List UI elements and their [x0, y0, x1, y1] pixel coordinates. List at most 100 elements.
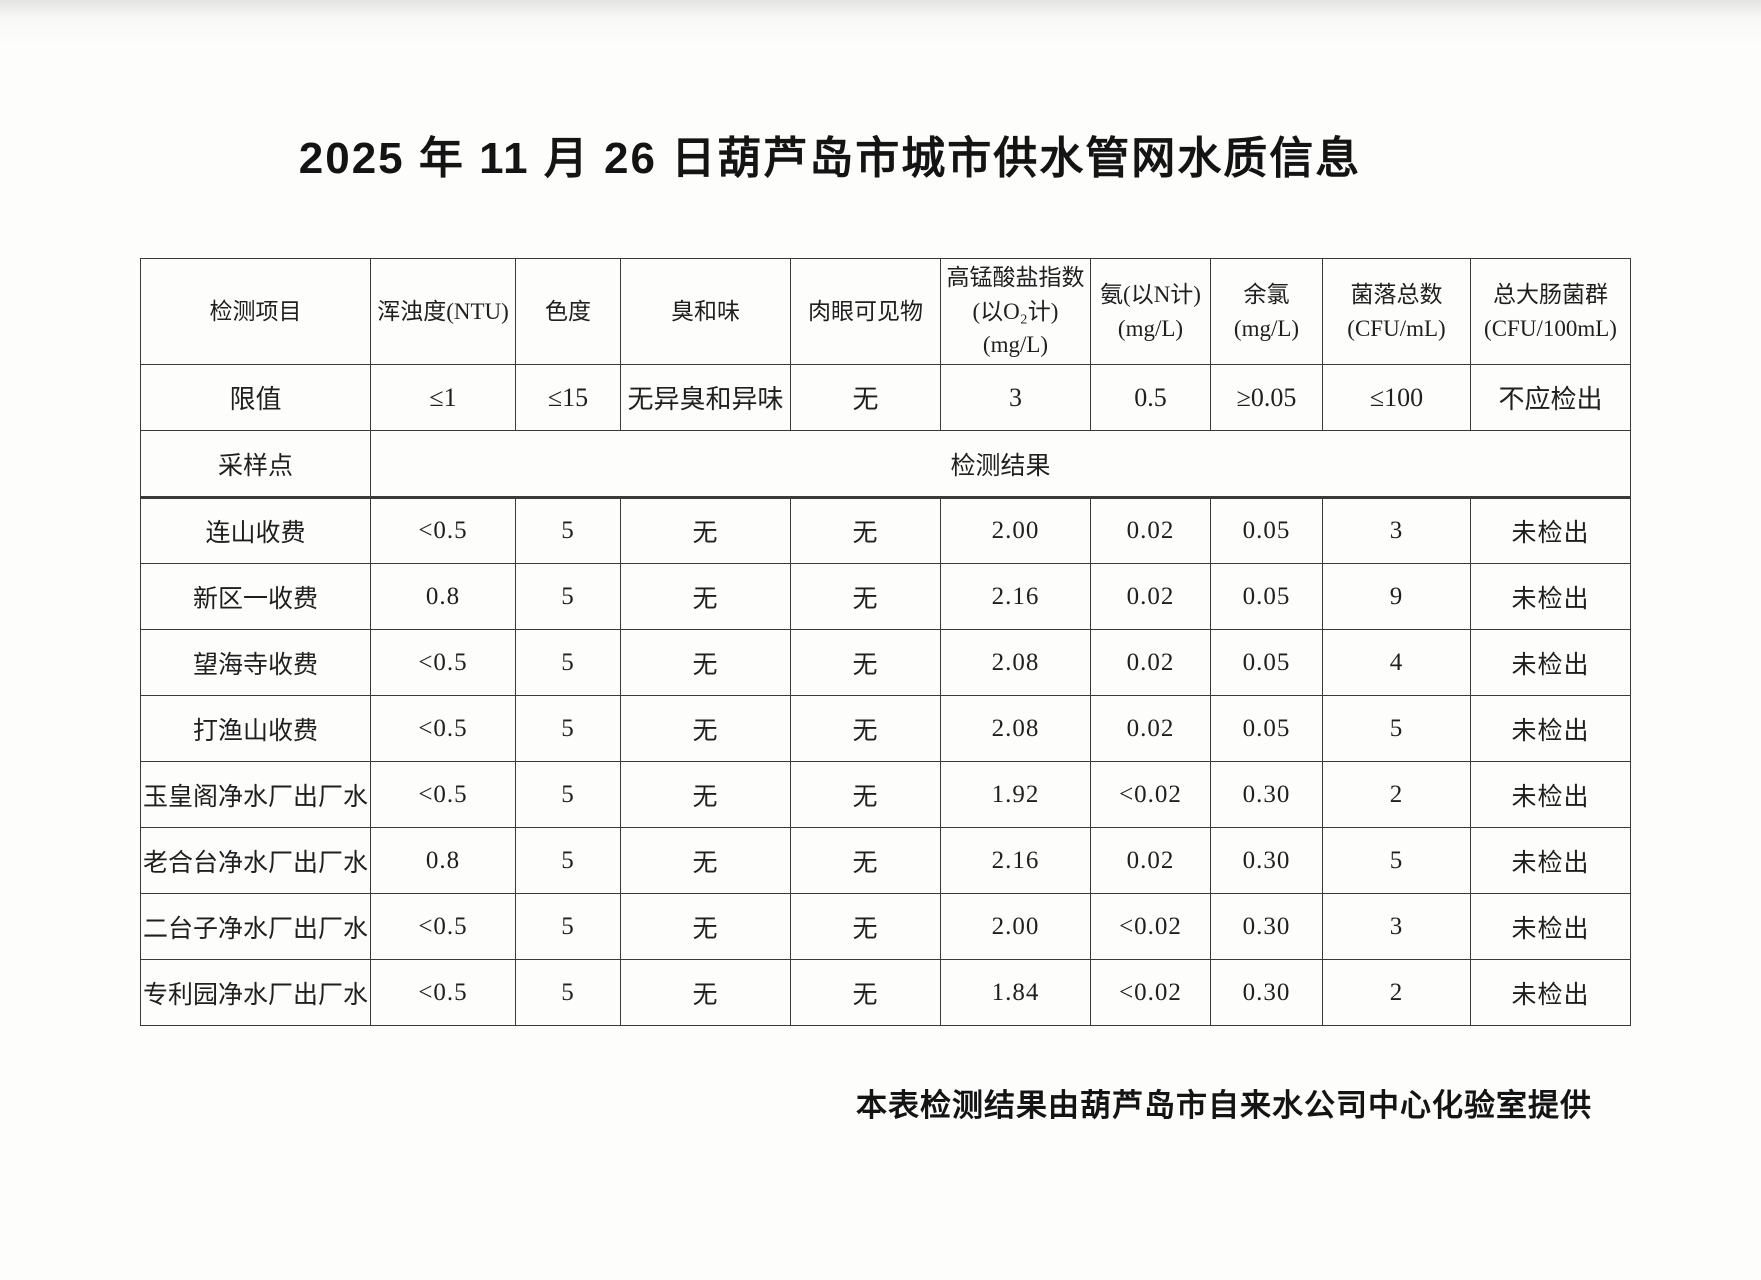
value-cell: 无	[790, 893, 941, 960]
value-cell: 无	[620, 827, 791, 894]
limit-value-cell: 0.5	[1090, 364, 1211, 431]
page-title: 2025 年 11 月 26 日葫芦岛市城市供水管网水质信息	[298, 134, 1362, 183]
results-span-cell: 检测结果	[370, 430, 1631, 499]
value-cell: <0.02	[1090, 959, 1211, 1026]
site-name-cell: 老合台净水厂出厂水	[140, 827, 371, 894]
value-cell: <0.5	[370, 695, 516, 762]
limit-row: 限值 ≤1 ≤15 无异臭和异味 无 3 0.5 ≥0.05 ≤100 不应检出	[140, 364, 1631, 431]
table-row: 玉皇阁净水厂出厂水 <0.5 5 无 无 1.92 <0.02 0.30 2 未…	[140, 761, 1631, 828]
value-cell: 2.08	[940, 695, 1091, 762]
value-cell: 1.92	[940, 761, 1091, 828]
value-cell: 未检出	[1470, 629, 1631, 696]
value-cell: 未检出	[1470, 959, 1631, 1026]
value-cell: 2	[1322, 959, 1471, 1026]
value-cell: 2.08	[940, 629, 1091, 696]
site-name-cell: 二台子净水厂出厂水	[140, 893, 371, 960]
value-cell: 未检出	[1470, 893, 1631, 960]
value-cell: 5	[1322, 827, 1471, 894]
value-cell: <0.5	[370, 497, 516, 564]
value-cell: 5	[1322, 695, 1471, 762]
value-cell: 5	[515, 629, 621, 696]
limit-value-cell: 3	[940, 364, 1091, 431]
header-col-cell: 总大肠菌群 (CFU/100mL)	[1470, 258, 1631, 365]
value-cell: 无	[790, 563, 941, 630]
value-cell: 0.8	[370, 827, 516, 894]
value-cell: 无	[620, 563, 791, 630]
value-cell: <0.5	[370, 959, 516, 1026]
value-cell: 无	[620, 959, 791, 1026]
value-cell: 未检出	[1470, 563, 1631, 630]
site-name-cell: 新区一收费	[140, 563, 371, 630]
site-name-cell: 打渔山收费	[140, 695, 371, 762]
table-row: 二台子净水厂出厂水 <0.5 5 无 无 2.00 <0.02 0.30 3 未…	[140, 893, 1631, 960]
header-col-cell: 高锰酸盐指数 (以O₂计) (mg/L)	[940, 258, 1091, 365]
value-cell: 0.05	[1210, 497, 1323, 564]
header-col-cell: 菌落总数 (CFU/mL)	[1322, 258, 1471, 365]
value-cell: 无	[790, 497, 941, 564]
value-cell: 无	[620, 761, 791, 828]
value-cell: <0.02	[1090, 761, 1211, 828]
value-cell: 无	[620, 695, 791, 762]
table-row: 望海寺收费 <0.5 5 无 无 2.08 0.02 0.05 4 未检出	[140, 629, 1631, 696]
value-cell: 1.84	[940, 959, 1091, 1026]
value-cell: 3	[1322, 893, 1471, 960]
header-col-cell: 氨(以N计) (mg/L)	[1090, 258, 1211, 365]
value-cell: 0.02	[1090, 695, 1211, 762]
table-row: 连山收费 <0.5 5 无 无 2.00 0.02 0.05 3 未检出	[140, 497, 1631, 564]
value-cell: 2.00	[940, 497, 1091, 564]
value-cell: 9	[1322, 563, 1471, 630]
table-row: 专利园净水厂出厂水 <0.5 5 无 无 1.84 <0.02 0.30 2 未…	[140, 959, 1631, 1026]
value-cell: 4	[1322, 629, 1471, 696]
value-cell: 无	[620, 893, 791, 960]
value-cell: 0.30	[1210, 827, 1323, 894]
value-cell: <0.5	[370, 893, 516, 960]
value-cell: 5	[515, 761, 621, 828]
header-col-cell: 余氯 (mg/L)	[1210, 258, 1323, 365]
limit-value-cell: 不应检出	[1470, 364, 1631, 431]
limit-value-cell: ≤100	[1322, 364, 1471, 431]
header-col-cell: 色度	[515, 258, 621, 365]
value-cell: 5	[515, 695, 621, 762]
section-row: 采样点 检测结果	[140, 430, 1631, 499]
value-cell: 5	[515, 827, 621, 894]
limit-value-cell: ≤1	[370, 364, 516, 431]
value-cell: 0.02	[1090, 497, 1211, 564]
value-cell: 5	[515, 893, 621, 960]
value-cell: 未检出	[1470, 695, 1631, 762]
value-cell: 0.02	[1090, 563, 1211, 630]
value-cell: 0.02	[1090, 629, 1211, 696]
value-cell: 0.02	[1090, 827, 1211, 894]
value-cell: 2.00	[940, 893, 1091, 960]
value-cell: 2	[1322, 761, 1471, 828]
value-cell: 0.30	[1210, 959, 1323, 1026]
limit-value-cell: 无异臭和异味	[620, 364, 791, 431]
table-row: 老合台净水厂出厂水 0.8 5 无 无 2.16 0.02 0.30 5 未检出	[140, 827, 1631, 894]
header-item-cell: 检测项目	[140, 258, 371, 365]
header-row: 检测项目 浑浊度(NTU) 色度 臭和味 肉眼可见物 高锰酸盐指数 (以O₂计)…	[140, 258, 1631, 365]
header-col-cell: 浑浊度(NTU)	[370, 258, 516, 365]
scan-artifact-top	[0, 0, 1761, 46]
site-name-cell: 专利园净水厂出厂水	[140, 959, 371, 1026]
lab-source-note: 本表检测结果由葫芦岛市自来水公司中心化验室提供	[856, 1088, 1592, 1123]
value-cell: 0.05	[1210, 629, 1323, 696]
value-cell: 无	[790, 695, 941, 762]
value-cell: 无	[790, 959, 941, 1026]
limit-value-cell: 无	[790, 364, 941, 431]
value-cell: 2.16	[940, 827, 1091, 894]
site-name-cell: 望海寺收费	[140, 629, 371, 696]
value-cell: 无	[620, 629, 791, 696]
value-cell: 无	[790, 629, 941, 696]
value-cell: 0.05	[1210, 563, 1323, 630]
limit-value-cell: ≥0.05	[1210, 364, 1323, 431]
value-cell: 0.05	[1210, 695, 1323, 762]
value-cell: 0.30	[1210, 893, 1323, 960]
value-cell: 0.8	[370, 563, 516, 630]
value-cell: <0.5	[370, 629, 516, 696]
header-col-cell: 臭和味	[620, 258, 791, 365]
table-row: 新区一收费 0.8 5 无 无 2.16 0.02 0.05 9 未检出	[140, 563, 1631, 630]
water-quality-table: 检测项目 浑浊度(NTU) 色度 臭和味 肉眼可见物 高锰酸盐指数 (以O₂计)…	[140, 258, 1631, 1026]
value-cell: 5	[515, 959, 621, 1026]
value-cell: 无	[620, 497, 791, 564]
value-cell: 3	[1322, 497, 1471, 564]
table-row: 打渔山收费 <0.5 5 无 无 2.08 0.02 0.05 5 未检出	[140, 695, 1631, 762]
